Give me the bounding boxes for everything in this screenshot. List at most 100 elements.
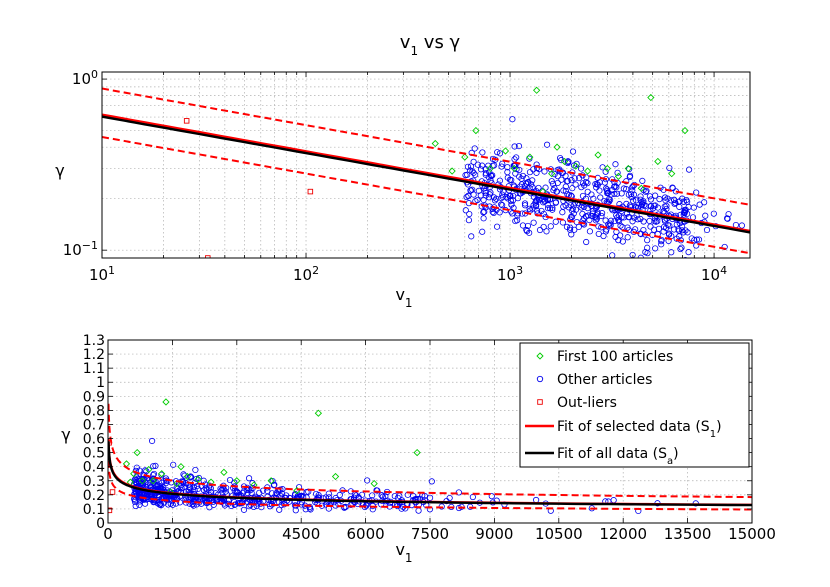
- other-article-point: [646, 193, 654, 200]
- first-article-point: [668, 170, 676, 178]
- other-article-point: [542, 184, 549, 191]
- bottom-x-tick-label: 9000: [475, 525, 513, 543]
- other-article-point: [544, 205, 552, 212]
- other-article-point: [513, 154, 520, 161]
- other-article-point: [652, 245, 659, 252]
- other-article-point: [658, 241, 665, 248]
- other-article-point: [150, 480, 157, 487]
- other-article-point: [391, 492, 398, 500]
- other-article-point: [683, 256, 688, 258]
- other-article-point: [141, 500, 149, 507]
- bottom-y-tick-label: 0.6: [83, 432, 105, 448]
- other-article-point: [671, 200, 678, 207]
- other-article-point: [477, 166, 485, 173]
- other-article-point: [666, 164, 673, 172]
- first-article-point: [413, 448, 421, 457]
- other-article-point: [655, 225, 663, 232]
- other-article-point: [534, 210, 541, 217]
- other-article-point: [672, 199, 679, 206]
- other-article-point: [479, 162, 486, 169]
- other-article-point: [680, 229, 687, 236]
- first-article-point: [149, 477, 157, 485]
- other-article-point: [581, 182, 588, 189]
- other-article-point: [523, 180, 530, 187]
- other-article-point: [530, 202, 537, 209]
- first-article-point: [166, 488, 174, 496]
- top-y-tick-label: 100: [72, 68, 98, 89]
- other-article-point: [571, 226, 578, 233]
- other-article-point: [669, 184, 676, 191]
- bottom-y-tick-label: 1.2: [83, 347, 105, 363]
- other-article-point: [496, 150, 504, 157]
- other-article-point: [526, 169, 534, 176]
- first-article-point: [331, 472, 340, 481]
- other-article-point: [552, 218, 559, 225]
- other-article-point: [678, 223, 686, 230]
- top-x-tick-label: 103: [497, 264, 523, 285]
- first-article-point: [431, 139, 439, 148]
- other-article-point: [231, 487, 238, 494]
- other-article-point: [638, 203, 645, 210]
- other-article-point: [544, 201, 551, 208]
- other-article-point: [480, 215, 487, 222]
- legend-label: Other articles: [557, 372, 652, 388]
- other-article-point: [611, 190, 618, 198]
- bottom-x-tick-label: 3000: [218, 525, 256, 543]
- other-article-point: [569, 185, 576, 192]
- other-article-point: [402, 505, 409, 512]
- other-article-point: [421, 492, 428, 500]
- top-x-tick-label: 104: [701, 264, 727, 285]
- other-article-point: [593, 215, 601, 222]
- other-article-point: [173, 484, 180, 491]
- other-article-point: [521, 200, 529, 207]
- legend-other-marker: [536, 375, 544, 383]
- other-article-point: [529, 177, 536, 184]
- bottom-x-tick-label: 1500: [153, 525, 191, 543]
- first-article-point: [681, 126, 689, 135]
- other-article-point: [482, 170, 490, 177]
- other-article-point: [670, 226, 678, 233]
- legend-label: Fit of all data (Sa): [557, 446, 679, 467]
- other-article-point: [633, 197, 640, 204]
- other-article-point: [573, 160, 580, 167]
- top-grid: [102, 72, 750, 258]
- other-article-point: [519, 172, 527, 180]
- other-article-point: [498, 163, 505, 170]
- other-article-point: [623, 186, 630, 193]
- other-article-point: [725, 211, 732, 218]
- other-article-point: [511, 143, 518, 150]
- other-article-point: [553, 188, 561, 195]
- other-article-point: [524, 179, 532, 186]
- other-article-point: [612, 183, 619, 190]
- bottom-y-tick-label: 1.1: [83, 361, 105, 377]
- other-article-point: [131, 498, 139, 506]
- other-article-point: [292, 507, 299, 514]
- legend-label: Out-liers: [557, 395, 617, 411]
- other-article-point: [583, 213, 590, 220]
- other-article-point: [543, 228, 550, 235]
- first-article-point: [501, 147, 510, 155]
- first-article-point: [637, 184, 645, 192]
- other-article-point: [584, 188, 591, 195]
- other-article-point: [194, 485, 202, 493]
- other-article-point: [658, 238, 665, 245]
- other-article-point: [504, 174, 511, 181]
- legend-first-marker: [536, 352, 544, 360]
- first-article-point: [183, 472, 192, 481]
- other-article-point: [643, 187, 650, 194]
- other-article-point: [665, 231, 673, 238]
- other-article-point: [508, 201, 515, 208]
- outlier-point: [183, 118, 190, 124]
- other-article-point: [133, 490, 140, 497]
- bottom-y-tick-label: 0.9: [83, 389, 105, 405]
- bottom-x-tick-label: 7500: [411, 525, 449, 543]
- bottom-y-tick-label: 0: [96, 516, 105, 532]
- other-article-point: [639, 177, 646, 184]
- first-article-point: [158, 470, 166, 478]
- other-article-point: [684, 229, 691, 236]
- top-y-axis-label: γ: [55, 161, 64, 180]
- other-article-point: [572, 181, 579, 188]
- other-article-point: [671, 196, 678, 203]
- first-article-point: [162, 398, 170, 406]
- other-article-point: [176, 499, 184, 506]
